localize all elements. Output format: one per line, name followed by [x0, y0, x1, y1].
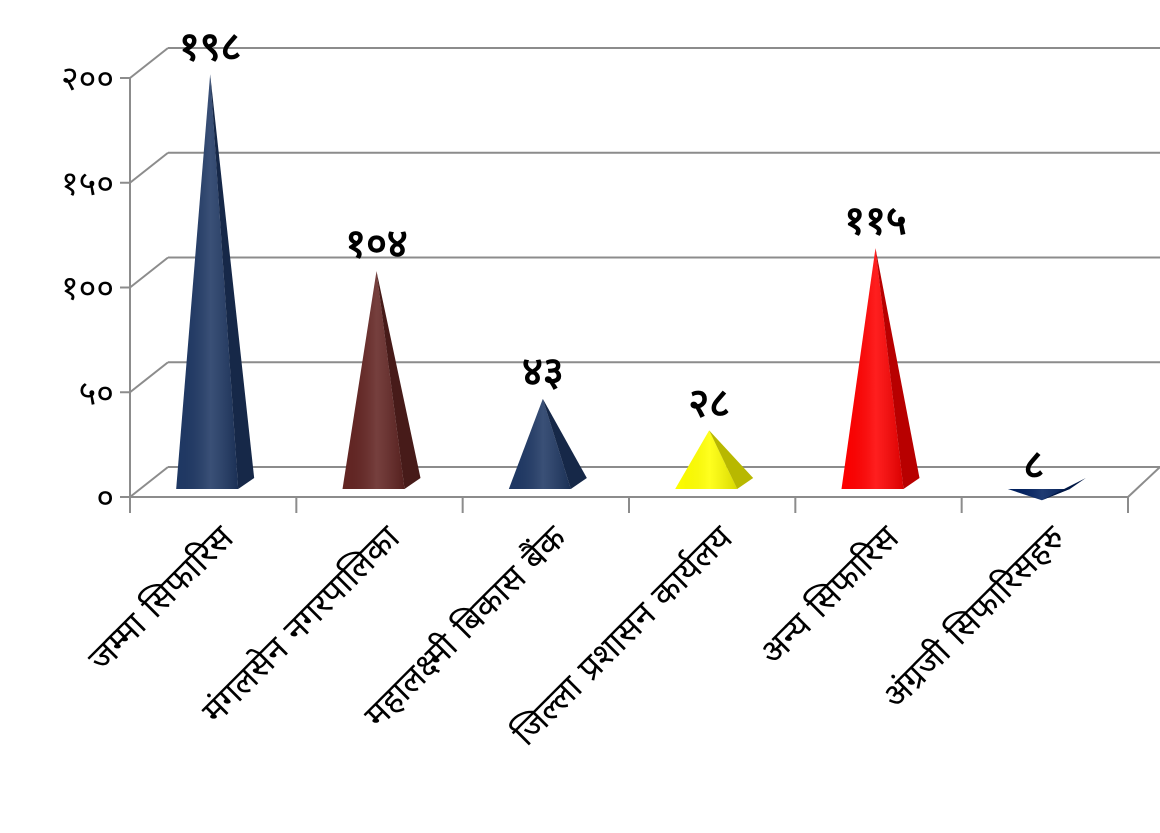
bar-value-label: १०४: [345, 221, 407, 267]
pyramid-bar-side: [210, 74, 255, 489]
bar-value-label: ८: [1023, 442, 1044, 488]
pyramid-bar-highlight: [176, 74, 239, 489]
pyramid-bar-highlight: [675, 430, 738, 489]
side-wall-line: [129, 47, 169, 79]
pyramid-bar-highlight: [841, 248, 904, 489]
pyramid-bar-side: [875, 248, 920, 489]
y-tick-label: १५०: [61, 164, 114, 204]
y-tick-label: १००: [61, 269, 114, 309]
side-wall-line: [129, 466, 169, 498]
pyramid-bar-side: [542, 398, 587, 489]
bar-value-label: ११५: [844, 198, 906, 244]
pyramid-bar-highlight: [508, 398, 571, 489]
x-category-label: जम्मा सिफारिस: [80, 517, 242, 679]
y-tick-label: ०: [96, 478, 114, 518]
pyramid-bar-side: [376, 271, 421, 489]
side-wall-line: [129, 256, 169, 289]
pyramid-bar-side: [1041, 478, 1086, 501]
side-wall-line: [129, 361, 169, 394]
y-tick-label: ५०: [79, 373, 114, 413]
gridlines: [129, 47, 1160, 498]
pyramid-bar-side: [709, 430, 754, 489]
bar-value-label: ४३: [522, 349, 564, 395]
bar-value-label: १९८: [179, 24, 241, 70]
pyramid-bar-highlight: [1007, 489, 1070, 501]
bar-value-label: २८: [688, 380, 730, 426]
side-wall-line: [129, 151, 169, 184]
pyramid-bars: [176, 74, 1086, 501]
y-tick-label: २००: [61, 59, 114, 99]
floor-right-edge: [1127, 466, 1160, 498]
x-category-label: अन्य सिफारिस: [752, 517, 908, 673]
pyramid-bar-highlight: [342, 271, 405, 489]
axes: [120, 77, 1160, 513]
